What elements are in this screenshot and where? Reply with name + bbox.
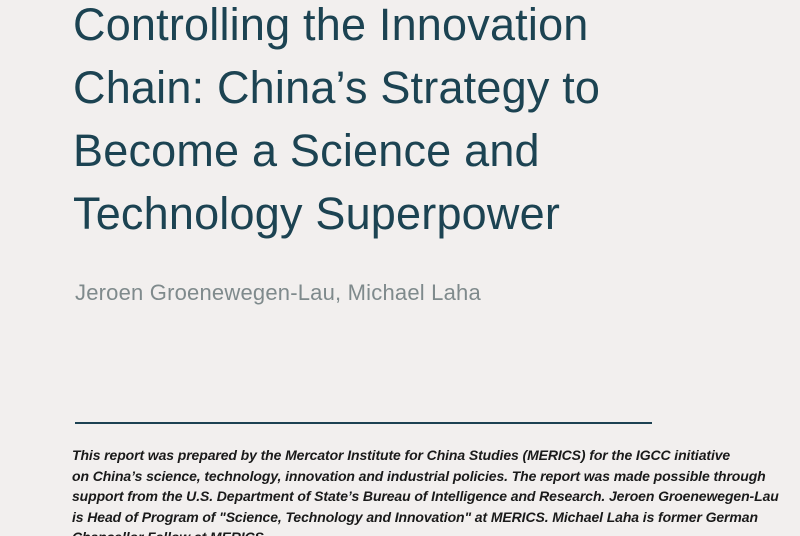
credits-line-2: on China’s science, technology, innovati… — [72, 467, 766, 484]
divider-rule — [75, 422, 652, 424]
report-title-line-4: Technology Superpower — [73, 188, 561, 239]
credits-line-1: This report was prepared by the Mercator… — [72, 447, 731, 463]
report-title-line-2: Chain: China’s Strategy to — [73, 62, 601, 113]
report-title: Controlling the Innovation Chain: China’… — [73, 0, 600, 245]
credits-line-4: is Head of Program of "Science, Technolo… — [72, 508, 758, 525]
authors-line: Jeroen Groenewegen-Lau, Michael Laha — [75, 280, 481, 305]
report-title-line-3: Become a Science and — [73, 125, 540, 176]
report-title-line-1: Controlling the Innovation — [73, 0, 589, 50]
credits-line-3: support from the U.S. Department of Stat… — [72, 488, 779, 505]
credits-line-5: Chancellor Fellow at MERICS. — [72, 527, 779, 536]
credits-paragraph: This report was prepared by the Mercator… — [72, 445, 779, 536]
